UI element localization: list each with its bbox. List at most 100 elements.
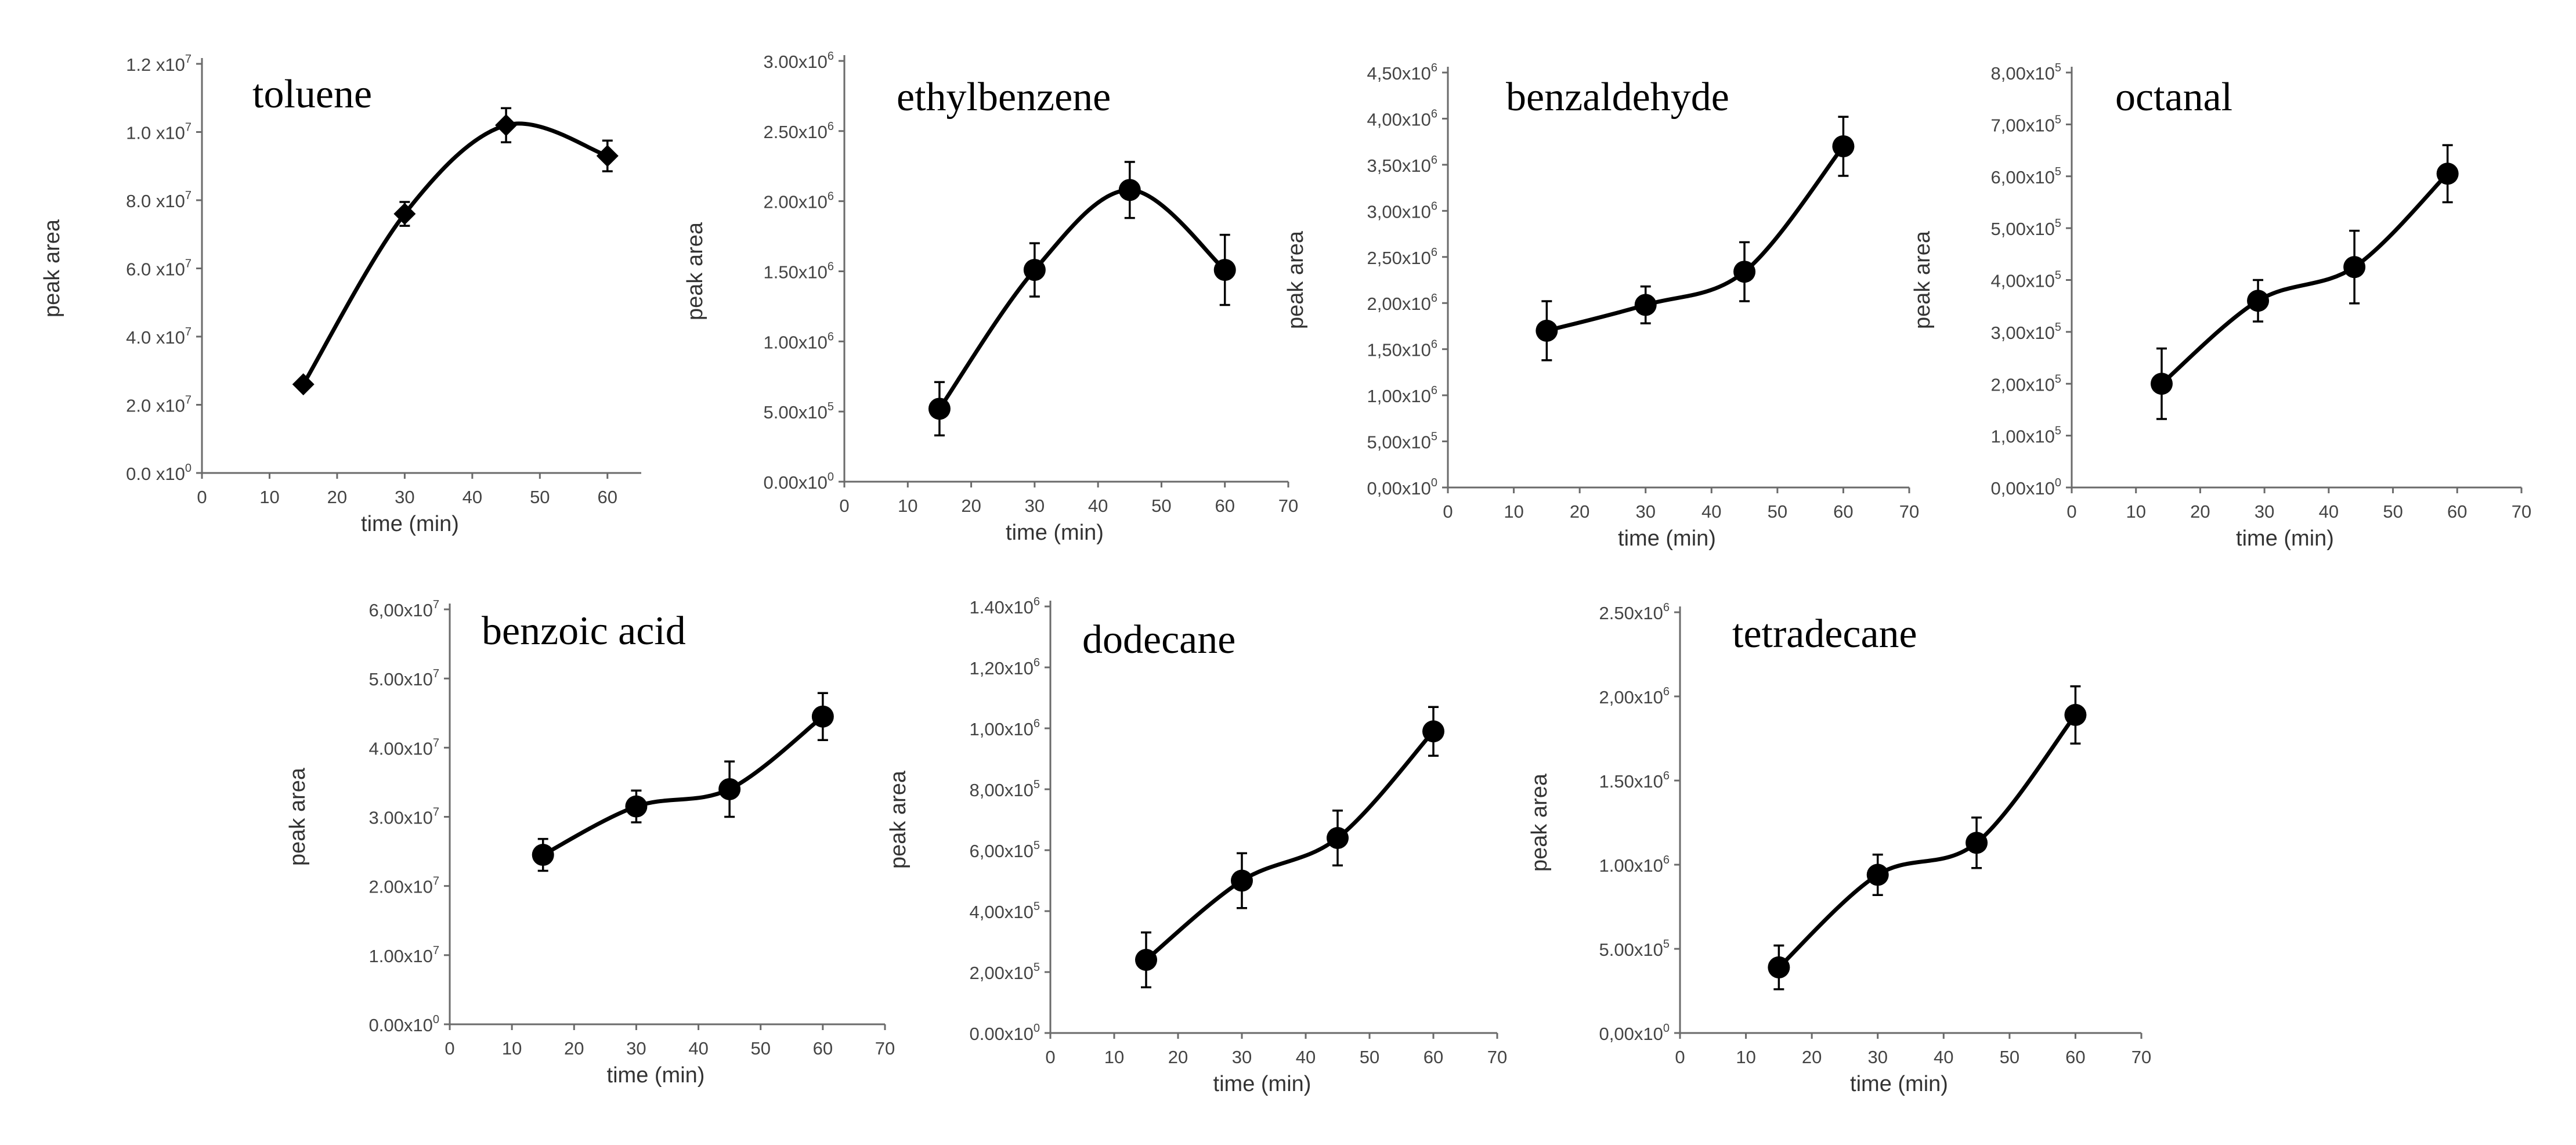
- data-point: [2064, 703, 2087, 726]
- y-tick-label: 6.0 x107: [126, 258, 192, 280]
- data-point: [532, 844, 554, 866]
- x-axis-label: time (min): [361, 512, 459, 536]
- y-tick-label: 3.00x107: [369, 806, 439, 828]
- data-point: [928, 398, 951, 420]
- trend-curve: [301, 121, 608, 386]
- trend-curve: [938, 187, 1227, 410]
- x-tick-label: 0: [1443, 501, 1453, 522]
- x-tick-label: 70: [1278, 496, 1298, 516]
- x-tick-label: 60: [598, 487, 617, 507]
- x-tick-label: 50: [1151, 496, 1171, 516]
- x-tick-label: 0: [1045, 1047, 1055, 1067]
- data-point: [1536, 319, 1558, 342]
- y-tick-label: 5.00x107: [369, 667, 439, 689]
- chart-panel-toluene: 0 10 20 30 40 50 60 0.0 x100 2.0 x107 4.0 x107 6.0…: [40, 53, 641, 536]
- y-tick-label: 2,00x106: [1599, 685, 1670, 707]
- x-tick-label: 30: [1025, 496, 1045, 516]
- y-tick-label: 0,00x100: [1367, 476, 1437, 499]
- x-tick-label: 60: [1215, 496, 1234, 516]
- x-tick-label: 40: [1088, 496, 1108, 516]
- y-tick-label: 1.00x106: [764, 330, 834, 352]
- chart-panel-dodecane: 0 10 20 30 40 50 60 70 0.00x100 2,00x105 4,00x105 6…: [886, 595, 1507, 1096]
- y-tick-label: 1.50x106: [764, 261, 834, 283]
- x-tick-label: 70: [1899, 501, 1919, 522]
- x-tick-label: 60: [813, 1038, 833, 1059]
- x-axis-label: time (min): [1850, 1072, 1948, 1096]
- y-tick-label: 5.00x105: [764, 400, 834, 422]
- x-tick-label: 30: [1867, 1047, 1887, 1067]
- data-point: [2343, 256, 2366, 279]
- chart-title: benzaldehyde: [1506, 75, 1729, 120]
- x-axis-label: time (min): [607, 1063, 705, 1088]
- data-point: [2436, 162, 2459, 185]
- x-tick-label: 40: [1701, 501, 1721, 522]
- x-tick-label: 50: [2000, 1047, 2019, 1067]
- y-tick-label: 1,00x105: [1991, 425, 2061, 447]
- x-tick-label: 0: [839, 496, 849, 516]
- chart-title: toluene: [252, 72, 372, 117]
- x-tick-label: 10: [2126, 501, 2145, 522]
- chart-title: benzoic acid: [482, 609, 686, 653]
- x-axis-label: time (min): [2236, 526, 2334, 551]
- x-axis-label: time (min): [1618, 526, 1716, 551]
- y-axis-label: peak area: [1284, 230, 1308, 329]
- y-tick-label: 1.0 x107: [126, 121, 192, 143]
- x-tick-label: 40: [1296, 1047, 1316, 1067]
- data-point: [1118, 179, 1141, 201]
- data-point: [1135, 949, 1157, 971]
- x-tick-label: 20: [1168, 1047, 1188, 1067]
- data-point: [1634, 294, 1657, 316]
- x-tick-label: 30: [1635, 501, 1655, 522]
- data-point: [1832, 135, 1855, 158]
- data-point: [1231, 869, 1253, 892]
- chart-panel-ethylbenzene: 0 10 20 30 40 50 60 70 0.00x100 5.00x105 1.00x106 1…: [683, 50, 1298, 545]
- y-tick-label: 0.00x100: [970, 1022, 1040, 1044]
- y-tick-label: 1.2 x107: [126, 53, 192, 75]
- y-tick-label: 3.00x106: [764, 50, 834, 72]
- data-point: [1768, 956, 1790, 978]
- y-tick-label: 4,50x106: [1367, 62, 1437, 84]
- y-tick-label: 3,00x105: [1991, 321, 2061, 343]
- y-tick-label: 0.00x100: [764, 471, 834, 493]
- y-tick-label: 3,00x106: [1367, 200, 1437, 222]
- x-tick-label: 10: [259, 487, 279, 507]
- y-tick-label: 3,50x106: [1367, 154, 1437, 176]
- x-tick-label: 40: [1934, 1047, 1953, 1067]
- y-tick-label: 0,00x100: [1599, 1022, 1670, 1044]
- y-tick-label: 2,00x106: [1367, 292, 1437, 314]
- x-tick-label: 70: [1487, 1047, 1507, 1067]
- data-point: [1966, 832, 1988, 854]
- x-axis-label: time (min): [1213, 1072, 1312, 1096]
- y-axis-label: peak area: [1910, 230, 1935, 329]
- data-point: [596, 145, 619, 167]
- x-tick-label: 0: [2066, 501, 2076, 522]
- x-tick-label: 10: [502, 1038, 522, 1059]
- y-tick-label: 0.0 x100: [126, 462, 192, 484]
- data-point: [1422, 720, 1444, 743]
- chart-title: dodecane: [1082, 617, 1235, 662]
- data-point: [1327, 827, 1349, 849]
- y-tick-label: 2,50x106: [1367, 246, 1437, 268]
- y-tick-label: 2.50x106: [764, 120, 834, 142]
- x-tick-label: 50: [1360, 1047, 1379, 1067]
- data-point: [1733, 261, 1756, 283]
- y-tick-label: 8,00x105: [1991, 62, 2061, 84]
- x-tick-label: 60: [1833, 501, 1853, 522]
- data-point: [292, 373, 315, 396]
- x-tick-label: 10: [1104, 1047, 1124, 1067]
- x-tick-label: 10: [1504, 501, 1523, 522]
- x-tick-label: 60: [1424, 1047, 1443, 1067]
- y-tick-label: 5,00x105: [1991, 217, 2061, 239]
- trend-curve: [1546, 145, 1845, 333]
- y-tick-label: 0,00x100: [1991, 476, 2061, 499]
- y-tick-label: 8.0 x107: [126, 189, 192, 211]
- x-tick-label: 20: [2190, 501, 2210, 522]
- x-tick-label: 50: [750, 1038, 770, 1059]
- y-tick-label: 1.00x106: [1599, 854, 1670, 876]
- data-point: [625, 795, 648, 818]
- x-tick-label: 60: [2447, 501, 2467, 522]
- x-tick-label: 30: [2255, 501, 2274, 522]
- x-tick-label: 50: [1768, 501, 1787, 522]
- trend-curve: [1777, 713, 2078, 969]
